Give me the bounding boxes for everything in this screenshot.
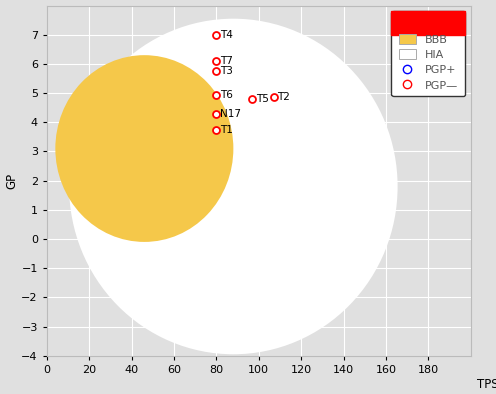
Text: T6: T6 (220, 89, 233, 100)
Ellipse shape (69, 19, 398, 354)
X-axis label: TPSA: TPSA (477, 379, 496, 392)
Text: T3: T3 (220, 66, 233, 76)
Text: T5: T5 (255, 94, 268, 104)
Text: T4: T4 (220, 30, 233, 40)
Y-axis label: GP: GP (5, 173, 18, 189)
Text: T1: T1 (220, 125, 233, 135)
Text: T7: T7 (220, 56, 233, 66)
Text: T2: T2 (277, 93, 290, 102)
Ellipse shape (56, 55, 233, 242)
Text: N17: N17 (220, 108, 241, 119)
Legend: BBB, HIA, PGP+, PGP—: BBB, HIA, PGP+, PGP— (391, 11, 465, 96)
